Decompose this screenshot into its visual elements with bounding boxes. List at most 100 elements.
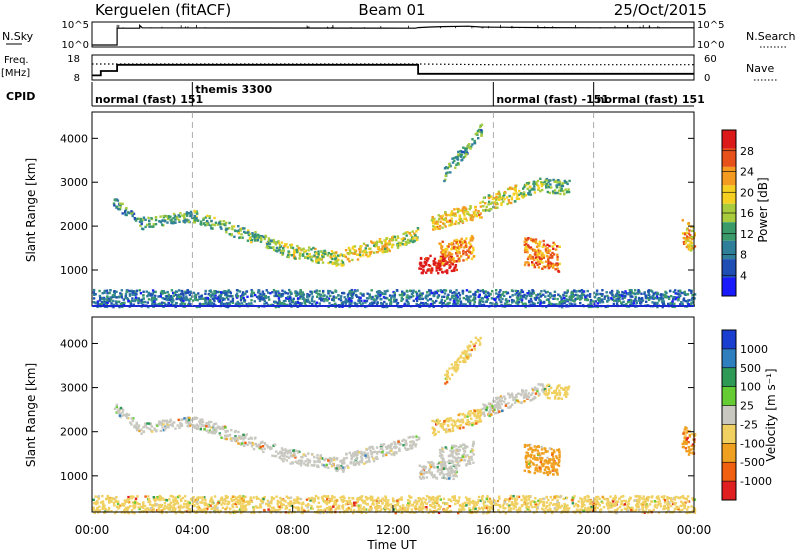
scatter-cell [362,452,366,456]
scatter-cell [321,291,325,294]
scatter-cell [133,293,137,297]
scatter-cell [267,296,270,299]
scatter-cell [289,449,292,452]
scatter-cell [458,214,461,217]
scatter-cell [411,291,415,294]
scatter-cell [421,264,424,267]
scatter-cell [435,299,438,303]
scatter-cell [432,225,435,228]
scatter-cell [277,290,280,293]
scatter-cell [117,208,120,211]
scatter-cell [411,235,414,239]
scatter-cell [193,416,196,419]
scatter-cell [369,302,372,305]
colorbar-tick-label: 20 [740,186,754,199]
scatter-cell [648,296,651,300]
scatter-cell [615,298,618,301]
scatter-cell [249,236,252,239]
scatter-cell [553,462,556,466]
scatter-cell [516,297,520,300]
scatter-cell [424,295,428,298]
scatter-cell [667,302,670,306]
scatter-cell [552,266,555,269]
scatter-cell [688,451,691,454]
scatter-cell [289,243,292,247]
scatter-cell [323,299,326,303]
scatter-cell [688,243,691,247]
scatter-cell [475,409,479,413]
scatter-cell [248,232,252,236]
scatter-cell [435,421,438,424]
scatter-cell [507,393,510,396]
scatter-cell [111,295,114,299]
scatter-cell [551,453,554,456]
scatter-cell [107,299,111,303]
scatter-cell [116,199,120,202]
scatter-cell [250,293,253,296]
velocity-scatter-cells [92,336,697,515]
scatter-cell [302,462,306,465]
scatter-cell [134,219,138,222]
scatter-cell [542,239,545,243]
scatter-cell [472,293,475,296]
scatter-cell [395,238,398,241]
scatter-cell [508,396,511,399]
scatter-cell [440,247,443,250]
scatter-cell [332,251,335,255]
scatter-cell [153,300,156,303]
scatter-cell [327,292,330,295]
scatter-cell [280,241,284,244]
scatter-cell [555,393,558,397]
scatter-cell [334,303,337,306]
scatter-cell [248,237,252,240]
scatter-cell [225,296,228,299]
scatter-cell [685,427,688,430]
scatter-cell [419,292,422,295]
scatter-cell [409,447,413,450]
scatter-cell [430,473,434,476]
scatter-cell [192,291,196,295]
scatter-cell [250,445,254,448]
scatter-cell [533,191,537,194]
scatter-cell [546,184,550,187]
scatter-cell [593,291,596,295]
scatter-cell [162,423,165,426]
scatter-cell [471,251,474,254]
scatter-cell [316,456,319,460]
scatter-cell [293,451,296,455]
scatter-cell [445,172,448,175]
scatter-cell [369,247,372,250]
scatter-cell [263,442,267,445]
scatter-cell [354,462,357,465]
scatter-cell [166,421,169,424]
scatter-cell [586,298,590,302]
scatter-cell [279,450,282,453]
scatter-cell [453,294,456,297]
scatter-cell [554,470,557,473]
scatter-cell [675,296,678,299]
scatter-cell [443,167,447,170]
scatter-cell [520,289,523,292]
scatter-cell [313,455,316,459]
scatter-cell [306,298,310,301]
scatter-cell [114,300,118,303]
scatter-cell [179,295,182,299]
scatter-cell [452,445,456,449]
scatter-cell [269,292,272,295]
scatter-cell [375,290,379,294]
scatter-cell [444,254,447,257]
scatter-cell [686,299,690,302]
scatter-cell [560,184,563,188]
scatter-cell [457,418,460,422]
scatter-cell [512,398,515,402]
scatter-cell [472,461,475,464]
scatter-cell [476,420,480,424]
scatter-cell [557,458,561,461]
scatter-cell [477,295,480,298]
scatter-cell [531,289,534,292]
scatter-cell [548,397,551,400]
scatter-cell [456,242,460,246]
scatter-cell [547,181,550,184]
scatter-cell [370,452,373,456]
